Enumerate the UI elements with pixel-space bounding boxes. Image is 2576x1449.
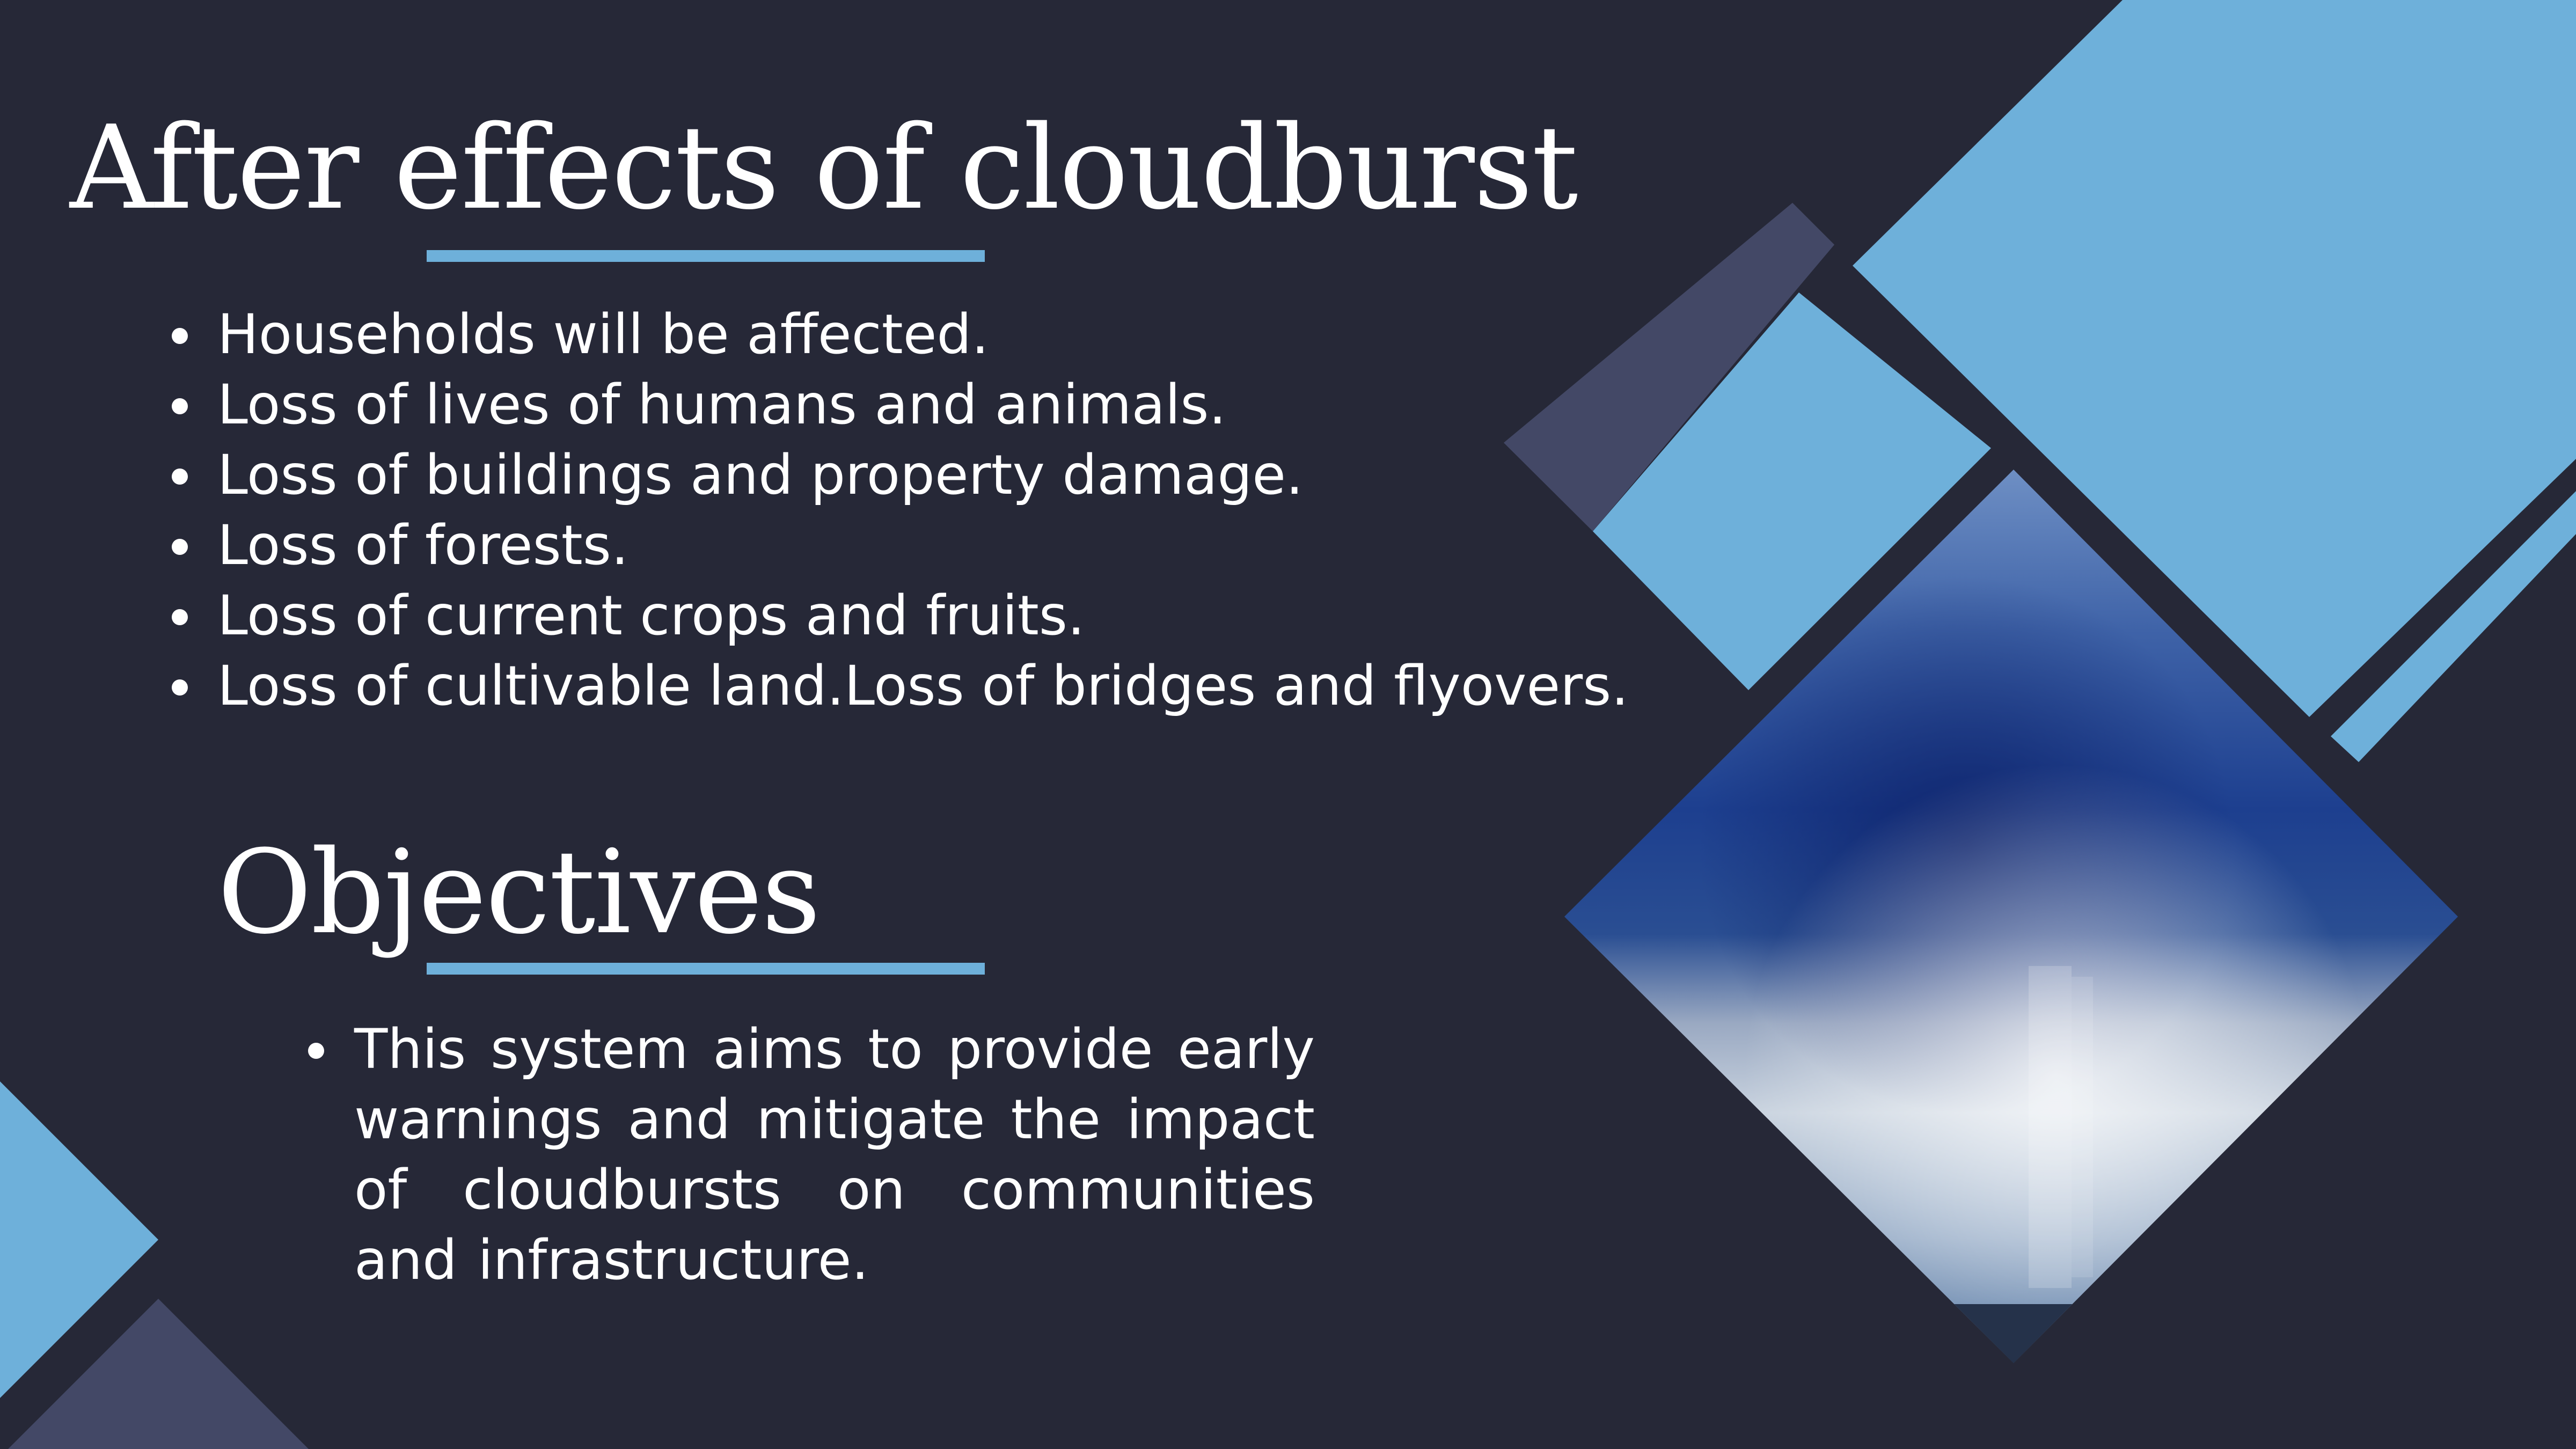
slate-diamond-body xyxy=(1504,203,1834,531)
medium-blue-diamond xyxy=(1593,292,1991,690)
bottom-left-slate-triangle xyxy=(8,1299,309,1449)
bottom-left-blue-triangle xyxy=(0,1081,158,1398)
list-item: This system aims to provide early warnin… xyxy=(301,1014,1315,1296)
objectives-underline xyxy=(427,963,985,975)
thin-blue-stripe xyxy=(2331,491,2576,762)
title-underline xyxy=(427,250,985,262)
objectives-list: This system aims to provide early warnin… xyxy=(301,1014,1315,1296)
list-item: Loss of forests. xyxy=(166,510,1615,581)
slide-title: After effects of cloudburst xyxy=(70,100,1578,235)
objectives-heading: Objectives xyxy=(217,825,821,960)
list-item: Loss of lives of humans and animals. xyxy=(166,370,1615,440)
list-item: Loss of cultivable land.Loss of bridges … xyxy=(166,651,1629,721)
list-item: Households will be affected. xyxy=(166,299,1615,370)
list-item: Loss of buildings and property damage. xyxy=(166,440,1615,510)
list-item: Loss of current crops and fruits. xyxy=(166,581,1615,651)
effects-list: Households will be affected. Loss of liv… xyxy=(166,299,1629,721)
large-blue-diamond xyxy=(1853,0,2576,717)
